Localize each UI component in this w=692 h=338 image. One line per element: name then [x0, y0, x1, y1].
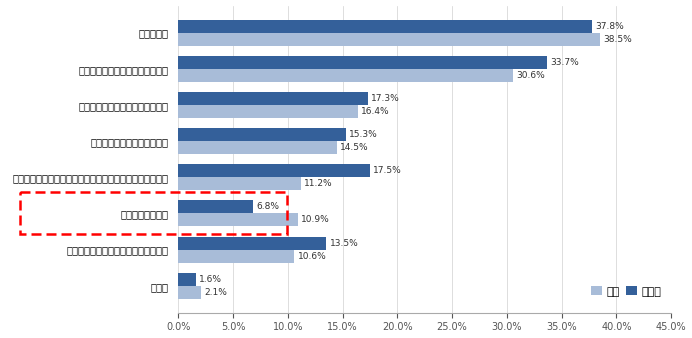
Text: 37.8%: 37.8%: [596, 22, 624, 30]
Bar: [179, 286, 201, 299]
Text: 13.5%: 13.5%: [329, 239, 358, 247]
Bar: [179, 20, 592, 32]
Bar: [179, 105, 358, 118]
Text: 14.5%: 14.5%: [340, 143, 369, 152]
Bar: [179, 164, 370, 177]
Text: 6.8%: 6.8%: [256, 202, 279, 211]
Bar: [179, 177, 301, 190]
Bar: [179, 92, 368, 105]
Text: 2.1%: 2.1%: [205, 288, 228, 297]
Text: 38.5%: 38.5%: [603, 34, 632, 44]
Bar: [179, 141, 337, 154]
Text: 16.4%: 16.4%: [361, 107, 390, 116]
Text: 17.5%: 17.5%: [373, 166, 402, 175]
Bar: [179, 69, 513, 82]
Text: 10.6%: 10.6%: [298, 251, 327, 261]
Text: 30.6%: 30.6%: [517, 71, 545, 80]
Text: 15.3%: 15.3%: [349, 130, 378, 139]
Legend: 母親, 中高生: 母親, 中高生: [587, 282, 666, 301]
Text: 10.9%: 10.9%: [301, 215, 330, 224]
Bar: [179, 273, 196, 286]
Text: 11.2%: 11.2%: [304, 179, 333, 188]
Bar: [179, 56, 547, 69]
Bar: [179, 249, 294, 263]
Bar: [179, 128, 346, 141]
Text: 33.7%: 33.7%: [551, 58, 579, 67]
Bar: [179, 200, 253, 213]
Bar: [179, 213, 298, 226]
Bar: [19, 192, 286, 234]
Text: 1.6%: 1.6%: [199, 275, 222, 284]
Text: 17.3%: 17.3%: [371, 94, 400, 103]
Bar: [179, 32, 600, 46]
Bar: [179, 237, 326, 249]
